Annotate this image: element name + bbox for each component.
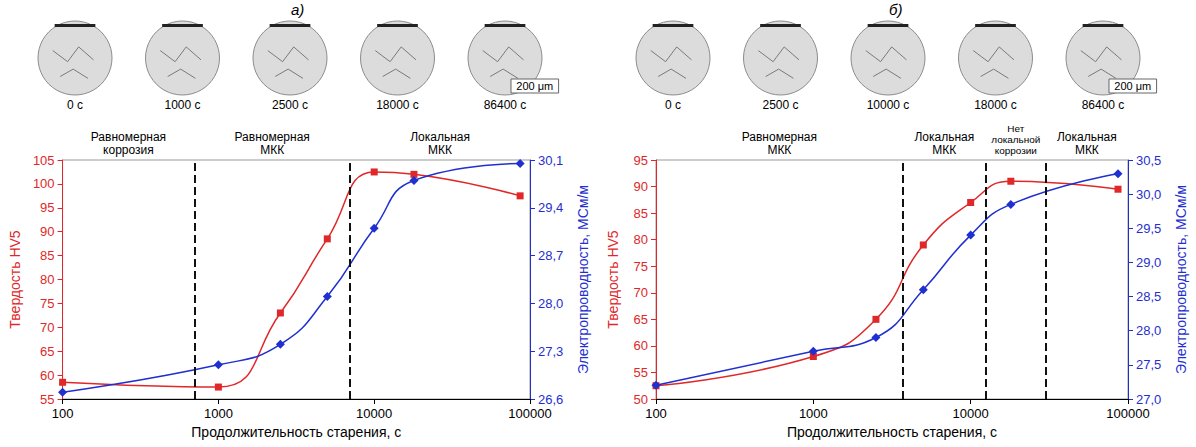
svg-text:а): а) [291, 1, 304, 18]
svg-text:коррозия: коррозия [103, 143, 154, 157]
svg-text:МКК: МКК [428, 143, 452, 157]
svg-text:коррозии: коррозии [995, 145, 1037, 156]
svg-text:70: 70 [40, 320, 54, 335]
svg-text:локальной: локальной [991, 134, 1040, 145]
svg-text:2500 с: 2500 с [272, 98, 308, 112]
svg-text:Твердость HV5: Твердость HV5 [605, 230, 621, 328]
svg-text:100000: 100000 [508, 406, 551, 421]
svg-text:27,3: 27,3 [538, 344, 563, 359]
svg-text:80: 80 [634, 232, 648, 247]
svg-text:95: 95 [40, 200, 54, 215]
svg-text:Твердость HV5: Твердость HV5 [7, 230, 23, 328]
svg-text:95: 95 [634, 153, 648, 168]
svg-text:29,0: 29,0 [1136, 255, 1161, 270]
svg-text:28,0: 28,0 [538, 296, 563, 311]
svg-text:100: 100 [645, 406, 667, 421]
svg-text:2500 с: 2500 с [762, 98, 798, 112]
svg-text:85: 85 [40, 248, 54, 263]
svg-text:50: 50 [634, 392, 648, 407]
svg-text:28,5: 28,5 [1136, 289, 1161, 304]
svg-text:Равномерная: Равномерная [234, 130, 309, 144]
svg-text:1000 с: 1000 с [164, 98, 200, 112]
svg-text:86400 с: 86400 с [484, 98, 527, 112]
svg-text:Локальная: Локальная [914, 130, 974, 144]
svg-text:МКК: МКК [932, 143, 956, 157]
svg-text:Локальная: Локальная [1057, 130, 1117, 144]
svg-text:МКК: МКК [767, 143, 791, 157]
svg-text:65: 65 [634, 312, 648, 327]
svg-text:Продолжительность старения, с: Продолжительность старения, с [787, 424, 997, 440]
svg-text:28,7: 28,7 [538, 248, 563, 263]
svg-text:55: 55 [40, 392, 54, 407]
svg-text:0 с: 0 с [67, 98, 83, 112]
svg-text:90: 90 [634, 179, 648, 194]
svg-text:Электропроводность, МСм/м: Электропроводность, МСм/м [1173, 185, 1189, 374]
svg-text:27,0: 27,0 [1136, 392, 1161, 407]
svg-text:Равномерная: Равномерная [742, 130, 817, 144]
svg-text:Продолжительность старения, с: Продолжительность старения, с [191, 424, 401, 440]
svg-text:75: 75 [634, 259, 648, 274]
svg-text:105: 105 [33, 153, 55, 168]
svg-text:0 с: 0 с [665, 98, 681, 112]
svg-text:100: 100 [33, 176, 55, 191]
svg-text:85: 85 [634, 206, 648, 221]
svg-text:29,5: 29,5 [1136, 221, 1161, 236]
svg-text:28,0: 28,0 [1136, 323, 1161, 338]
svg-text:МКК: МКК [260, 143, 284, 157]
svg-text:26,6: 26,6 [538, 392, 563, 407]
svg-text:100: 100 [52, 406, 74, 421]
svg-text:29,4: 29,4 [538, 200, 563, 215]
svg-text:Равномерная: Равномерная [91, 130, 166, 144]
svg-text:18000 с: 18000 с [974, 98, 1017, 112]
svg-text:65: 65 [40, 344, 54, 359]
svg-text:55: 55 [634, 365, 648, 380]
svg-text:10000 с: 10000 с [867, 98, 910, 112]
svg-text:30,1: 30,1 [538, 153, 563, 168]
svg-text:18000 с: 18000 с [376, 98, 419, 112]
svg-text:Локальная: Локальная [410, 130, 470, 144]
svg-text:1000: 1000 [799, 406, 828, 421]
svg-text:МКК: МКК [1075, 143, 1099, 157]
svg-text:100000: 100000 [1106, 406, 1149, 421]
svg-text:80: 80 [40, 272, 54, 287]
svg-text:27,5: 27,5 [1136, 357, 1161, 372]
svg-text:75: 75 [40, 296, 54, 311]
svg-text:60: 60 [634, 338, 648, 353]
svg-text:60: 60 [40, 368, 54, 383]
svg-text:10000: 10000 [953, 406, 989, 421]
svg-text:200 μm: 200 μm [1114, 80, 1151, 92]
svg-text:10000: 10000 [356, 406, 392, 421]
svg-text:б): б) [889, 1, 902, 18]
svg-text:70: 70 [634, 285, 648, 300]
svg-text:86400 с: 86400 с [1082, 98, 1125, 112]
svg-text:1000: 1000 [204, 406, 233, 421]
svg-text:Электропроводность, МСм/м: Электропроводность, МСм/м [575, 185, 591, 374]
svg-text:200 μm: 200 μm [516, 80, 553, 92]
svg-text:30,0: 30,0 [1136, 187, 1161, 202]
svg-text:Нет: Нет [1007, 123, 1024, 134]
svg-text:30,5: 30,5 [1136, 153, 1161, 168]
svg-text:90: 90 [40, 224, 54, 239]
